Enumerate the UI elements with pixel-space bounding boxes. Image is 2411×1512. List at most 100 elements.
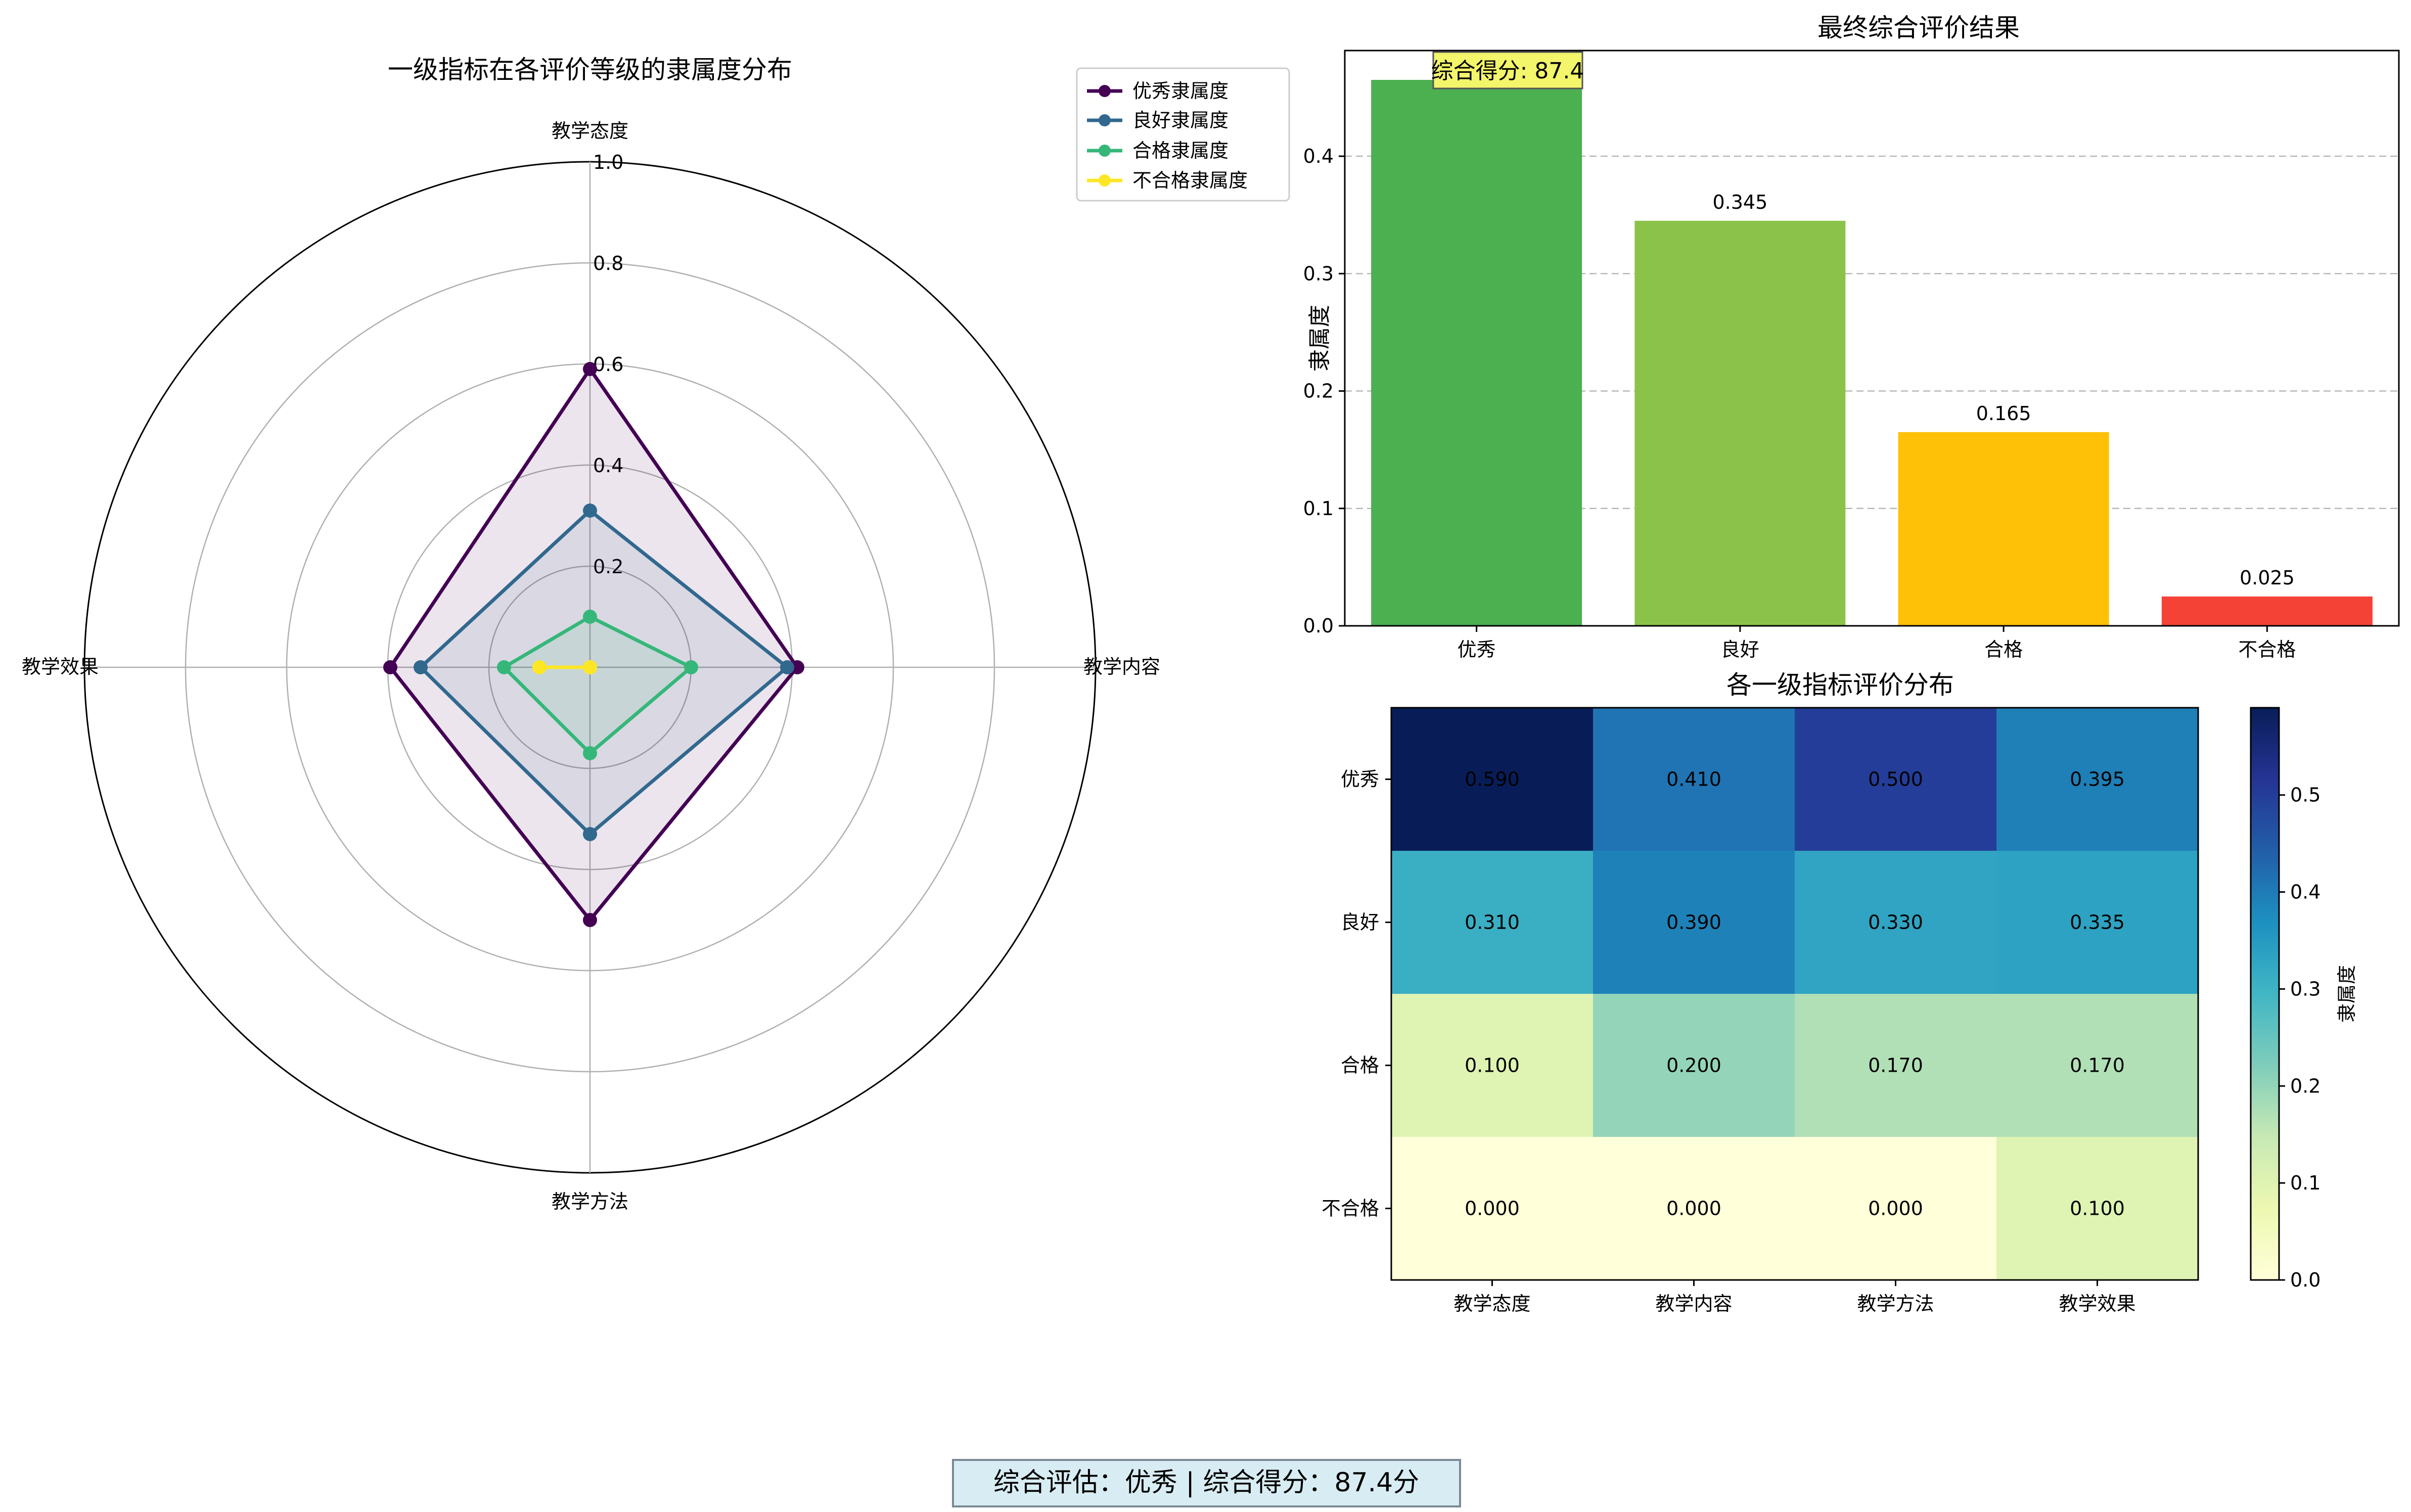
bar-y-ticks: 0.0 0.1 0.2 0.3 0.4	[1303, 145, 1345, 637]
heatmap-x-ticks: 教学态度 教学内容 教学方法 教学效果	[1453, 1280, 2136, 1315]
heatmap-cell-label: 0.590	[1465, 768, 1520, 791]
colorbar-tick-label: 0.1	[2290, 1172, 2321, 1194]
heatmap-cell-label: 0.100	[1465, 1055, 1520, 1077]
radar-point	[583, 362, 597, 376]
bar	[1634, 220, 1846, 626]
colorbar	[2250, 707, 2280, 1281]
radar-point	[583, 660, 597, 674]
bar-plot-frame	[1344, 50, 2400, 627]
radar-point	[583, 746, 597, 760]
summary-box	[952, 1459, 1461, 1507]
heatmap-cell	[1391, 1137, 1594, 1280]
heatmap-cell	[1996, 708, 2199, 851]
heatmap-cell-label: 0.410	[1666, 768, 1721, 791]
radar-point	[414, 660, 428, 674]
bar-y-tick-label: 0.3	[1303, 262, 1334, 285]
radar-axis-label-method: 教学方法	[552, 1190, 628, 1213]
bar-y-tick-label: 0.2	[1303, 380, 1334, 402]
heatmap-cell-label: 0.330	[1868, 911, 1923, 934]
bar-x-tick-label: 优秀	[1458, 638, 1496, 661]
heatmap-cell	[1795, 994, 1997, 1137]
bar-y-tick-label: 0.4	[1303, 145, 1334, 167]
radar-axis-labels: 教学态度 教学内容 教学方法 教学效果	[22, 120, 1160, 1213]
heatmap-x-tick-label: 教学方法	[1857, 1293, 1934, 1315]
heatmap-cell	[1593, 708, 1795, 851]
bar	[2161, 596, 2373, 626]
legend-label-excellent: 优秀隶属度	[1132, 80, 1229, 102]
radar-rtick-label: 0.4	[593, 454, 623, 477]
radar-rtick-label: 0.2	[593, 556, 623, 578]
bar-x-tick-label: 不合格	[2238, 638, 2296, 661]
bar-series	[1371, 80, 2373, 626]
colorbar-tick-label: 0.5	[2290, 784, 2321, 806]
heatmap-cell	[1593, 851, 1795, 994]
heatmap-cell	[1593, 994, 1795, 1137]
heatmap-cell	[1391, 994, 1594, 1137]
heatmap-cell-label: 0.000	[1465, 1198, 1520, 1220]
bar-x-tick-label: 合格	[1984, 638, 2023, 661]
bar-x-tick-label: 良好	[1721, 638, 1759, 661]
heatmap-cell	[1996, 851, 2199, 994]
colorbar-tick-label: 0.2	[2290, 1075, 2321, 1097]
radar-series-fill	[504, 617, 691, 753]
radar-point	[583, 827, 597, 841]
legend-item-excellent: 优秀隶属度	[1087, 80, 1229, 102]
radar-grid	[83, 161, 1097, 1174]
colorbar-tick-label: 0.0	[2290, 1269, 2321, 1291]
radar-series-group	[383, 362, 804, 927]
summary-text: 综合评估：优秀 | 综合得分：87.4分	[993, 1468, 1419, 1498]
radar-point	[497, 660, 511, 674]
colorbar-label: 隶属度	[2336, 965, 2358, 1023]
radar-point	[684, 660, 698, 674]
radar-axis-label-attitude: 教学态度	[552, 120, 628, 142]
radar-title: 一级指标在各评价等级的隶属度分布	[388, 55, 792, 84]
heatmap-cell-label: 0.390	[1666, 911, 1721, 934]
heatmap-cell	[1593, 1137, 1795, 1280]
heatmap-cell-label: 0.000	[1666, 1198, 1721, 1220]
heatmap-cell-label: 0.500	[1868, 768, 1923, 791]
radar-radial-tick-labels: 0.2 0.4 0.6 0.8 1.0	[593, 151, 623, 578]
radar-legend: 优秀隶属度 良好隶属度 合格隶属度 不合格隶属度	[1076, 67, 1290, 202]
legend-label-pass: 合格隶属度	[1132, 140, 1229, 162]
radar-axis-label-effect: 教学效果	[22, 656, 99, 678]
legend-label-fail: 不合格隶属度	[1132, 169, 1248, 192]
heatmap-cell	[1391, 708, 1594, 851]
radar-rtick-label: 0.8	[593, 252, 623, 274]
heatmap-title: 各一级指标评价分布	[1726, 670, 1954, 700]
bar-value-label: 0.345	[1712, 191, 1767, 213]
legend-item-fail: 不合格隶属度	[1087, 169, 1248, 192]
summary-footer: 综合评估：优秀 | 综合得分：87.4分	[952, 1459, 1461, 1507]
heatmap-cell	[1795, 851, 1997, 994]
heatmap-x-tick-label: 教学态度	[1453, 1293, 1530, 1315]
heatmap-x-tick-label: 教学效果	[2059, 1293, 2135, 1315]
radar-rtick-label: 1.0	[593, 151, 623, 173]
legend-frame	[1076, 67, 1290, 202]
colorbar-tick-label: 0.4	[2290, 881, 2321, 903]
heatmap-cell-label: 0.310	[1465, 911, 1520, 934]
heatmap-cell-label: 0.170	[2070, 1055, 2125, 1077]
radar-point	[583, 503, 597, 518]
heatmap-cell	[1391, 851, 1594, 994]
colorbar-tick-label: 0.3	[2290, 978, 2321, 1000]
heatmap-cell	[1996, 994, 2199, 1137]
heatmap-cell-label: 0.200	[1666, 1055, 1721, 1077]
bar-title: 最终综合评价结果	[1817, 13, 2020, 42]
heatmap-cell-labels: 0.590 0.410 0.500 0.395 0.310 0.390 0.330 0.335…	[1465, 768, 2125, 1220]
heatmap-cell	[1996, 1137, 2199, 1280]
radar-point	[583, 610, 597, 624]
bar	[1371, 80, 1582, 626]
bar-value-label: 0.165	[1976, 402, 2031, 425]
bar-value-label: 0.025	[2240, 567, 2295, 589]
heatmap-frame	[1390, 707, 2199, 1281]
heatmap-y-tick-label: 良好	[1341, 911, 1379, 934]
heatmap-cell	[1795, 708, 1997, 851]
legend-label-good: 良好隶属度	[1132, 109, 1229, 131]
radar-axis-label-content: 教学内容	[1083, 656, 1160, 678]
bar-y-axis-label: 隶属度	[1307, 305, 1333, 372]
score-annotation-box	[1432, 51, 1583, 89]
radar-point	[790, 660, 804, 674]
bar-y-tick-label: 0.0	[1303, 615, 1334, 637]
colorbar-ticks: 0.0 0.1 0.2 0.3 0.4 0.5	[2279, 784, 2321, 1291]
